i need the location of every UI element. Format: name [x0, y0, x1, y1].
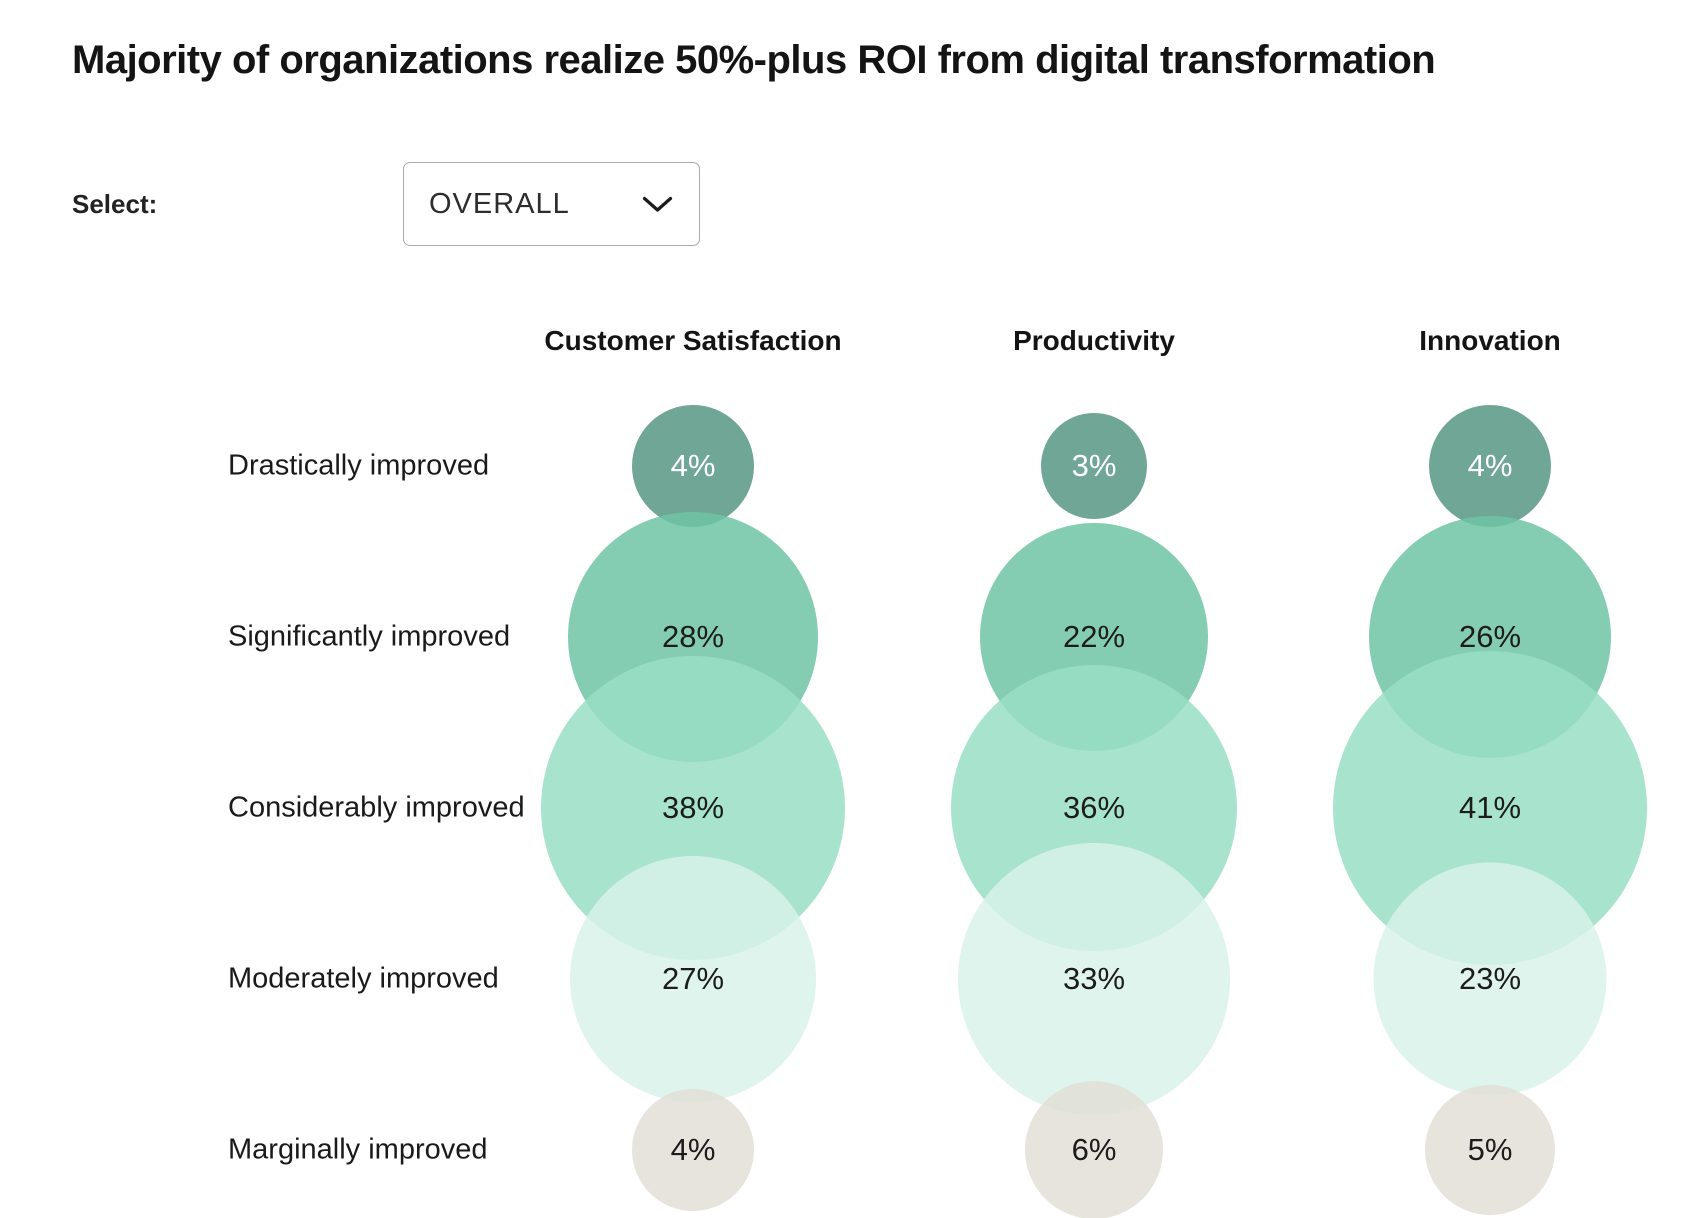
- column-header: Customer Satisfaction: [544, 325, 842, 356]
- bubble: [632, 1089, 754, 1211]
- bubble-value-label: 23%: [1458, 961, 1522, 996]
- bubble-value-label: 33%: [1062, 961, 1126, 996]
- bubble-value-label: 28%: [661, 619, 725, 654]
- bubble: [1425, 1085, 1555, 1215]
- row-label: Considerably improved: [228, 791, 525, 824]
- bubble: [632, 405, 754, 527]
- bubble: [1373, 862, 1607, 1096]
- row-label: Drastically improved: [228, 449, 490, 482]
- chevron-down-icon: [642, 196, 673, 213]
- row-label: Significantly improved: [228, 620, 511, 653]
- bubble-value-label: 5%: [1467, 1132, 1513, 1167]
- select-label: Select:: [72, 188, 158, 219]
- bubble-value-label: 4%: [1467, 448, 1513, 483]
- bubble-value-label: 41%: [1458, 790, 1522, 825]
- bubble-value-label: 27%: [661, 961, 725, 996]
- column-header: Productivity: [1013, 325, 1175, 356]
- bubble: [958, 843, 1230, 1115]
- bubble-value-label: 36%: [1062, 790, 1126, 825]
- bubble-value-label: 3%: [1071, 448, 1117, 483]
- bubble-value-label: 6%: [1071, 1132, 1117, 1167]
- metric-dropdown[interactable]: OVERALL: [403, 162, 700, 246]
- bubble: [570, 856, 816, 1102]
- row-label: Moderately improved: [228, 962, 499, 995]
- bubble-value-label: 38%: [661, 790, 725, 825]
- page-title: Majority of organizations realize 50%-pl…: [72, 38, 1436, 82]
- bubble: [1041, 413, 1147, 519]
- row-label: Marginally improved: [228, 1133, 488, 1166]
- bubble-value-label: 4%: [670, 448, 716, 483]
- column-header: Innovation: [1419, 325, 1561, 356]
- dropdown-selected-value: OVERALL: [429, 187, 570, 220]
- bubble-value-label: 4%: [670, 1132, 716, 1167]
- bubble: [1025, 1081, 1163, 1218]
- bubble-value-label: 22%: [1062, 619, 1126, 654]
- bubble-value-label: 26%: [1458, 619, 1522, 654]
- bubble: [1429, 405, 1551, 527]
